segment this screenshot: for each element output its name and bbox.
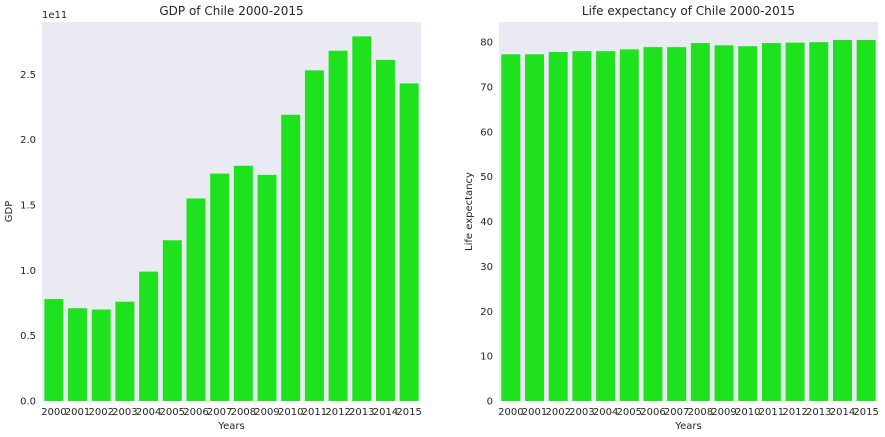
bar-2014	[832, 39, 852, 401]
bar-2010	[281, 114, 301, 401]
bar-2012	[328, 50, 348, 401]
x-tick-label: 2001	[65, 407, 90, 418]
x-tick-label: 2006	[183, 407, 208, 418]
bar-2007	[667, 47, 687, 402]
x-tick-label: 2012	[325, 407, 350, 418]
x-tick-label: 2010	[278, 407, 303, 418]
x-tick-label: 2009	[711, 407, 736, 418]
x-tick-label: 2003	[569, 407, 594, 418]
x-axis-label: Years	[674, 421, 701, 432]
x-tick-label: 2001	[522, 407, 547, 418]
bar-2004	[139, 271, 159, 401]
x-tick-label: 2013	[349, 407, 374, 418]
bar-2010	[738, 46, 758, 401]
x-tick-label: 2000	[41, 407, 66, 418]
y-tick-label: 0.0	[20, 397, 36, 408]
x-tick-label: 2010	[735, 407, 760, 418]
bar-2001	[525, 54, 545, 401]
bar-2009	[714, 45, 734, 401]
x-tick-label: 2004	[136, 407, 161, 418]
x-tick-label: 2006	[640, 407, 665, 418]
x-tick-label: 2007	[207, 407, 232, 418]
bar-2001	[68, 308, 88, 401]
x-tick-label: 2011	[759, 407, 784, 418]
bar-2006	[643, 47, 663, 402]
y-tick-label: 1.0	[20, 266, 36, 277]
x-tick-label: 2005	[160, 407, 185, 418]
y-tick-label: 60	[480, 127, 493, 138]
x-tick-label: 2002	[88, 407, 113, 418]
y-tick-label: 40	[480, 217, 493, 228]
y-tick-label: 50	[480, 172, 493, 183]
y-tick-label: 2.0	[20, 135, 36, 146]
bar-2003	[572, 51, 592, 402]
y-tick-label: 20	[480, 307, 493, 318]
x-tick-label: 2007	[664, 407, 689, 418]
bar-2000	[44, 299, 64, 401]
y-scale-offset-label: 1e11	[42, 10, 67, 21]
bar-2008	[690, 43, 710, 401]
life-expectancy-chart: 2000200120022003200420052006200720082009…	[464, 4, 879, 432]
x-tick-label: 2015	[396, 407, 421, 418]
bar-2012	[785, 42, 805, 401]
x-tick-label: 2011	[302, 407, 327, 418]
x-tick-label: 2003	[112, 407, 137, 418]
bar-2008	[233, 165, 253, 401]
y-tick-label: 30	[480, 262, 493, 273]
x-tick-label: 2009	[254, 407, 279, 418]
bar-2013	[352, 36, 372, 401]
y-tick-label: 70	[480, 83, 493, 94]
bar-2009	[257, 174, 277, 401]
x-tick-label: 2014	[830, 407, 855, 418]
x-tick-label: 2008	[688, 407, 713, 418]
bar-2000	[501, 54, 521, 401]
bar-2004	[596, 51, 616, 402]
bar-2003	[115, 301, 135, 401]
bar-2015	[856, 39, 876, 401]
x-tick-label: 2000	[498, 407, 523, 418]
bar-2006	[186, 198, 206, 401]
bar-2002	[91, 309, 111, 401]
y-axis-label: Life expectancy	[464, 172, 475, 251]
bar-2005	[619, 49, 639, 402]
chart-title: GDP of Chile 2000-2015	[159, 4, 303, 18]
y-tick-label: 0	[487, 397, 493, 408]
x-tick-label: 2015	[853, 407, 878, 418]
x-tick-label: 2012	[782, 407, 807, 418]
bar-2011	[304, 70, 324, 402]
x-tick-label: 2013	[806, 407, 831, 418]
bar-2011	[761, 43, 781, 401]
y-tick-label: 10	[480, 352, 493, 363]
x-tick-label: 2014	[373, 407, 398, 418]
x-axis-label: Years	[217, 421, 244, 432]
x-tick-label: 2008	[231, 407, 256, 418]
y-axis-label: GDP	[4, 201, 15, 222]
y-tick-label: 0.5	[20, 331, 36, 342]
x-tick-label: 2004	[593, 407, 618, 418]
bar-2007	[210, 173, 230, 401]
x-tick-label: 2002	[545, 407, 570, 418]
bar-2013	[809, 42, 829, 402]
y-tick-label: 80	[480, 38, 493, 49]
bar-2005	[162, 240, 182, 401]
y-tick-label: 1.5	[20, 200, 36, 211]
bar-2014	[375, 59, 395, 402]
bar-2015	[399, 83, 419, 402]
bar-2002	[548, 52, 568, 402]
y-tick-label: 2.5	[20, 70, 36, 81]
x-tick-label: 2005	[617, 407, 642, 418]
gdp-chart: 2000200120022003200420052006200720082009…	[4, 4, 422, 432]
chart-title: Life expectancy of Chile 2000-2015	[582, 4, 795, 18]
